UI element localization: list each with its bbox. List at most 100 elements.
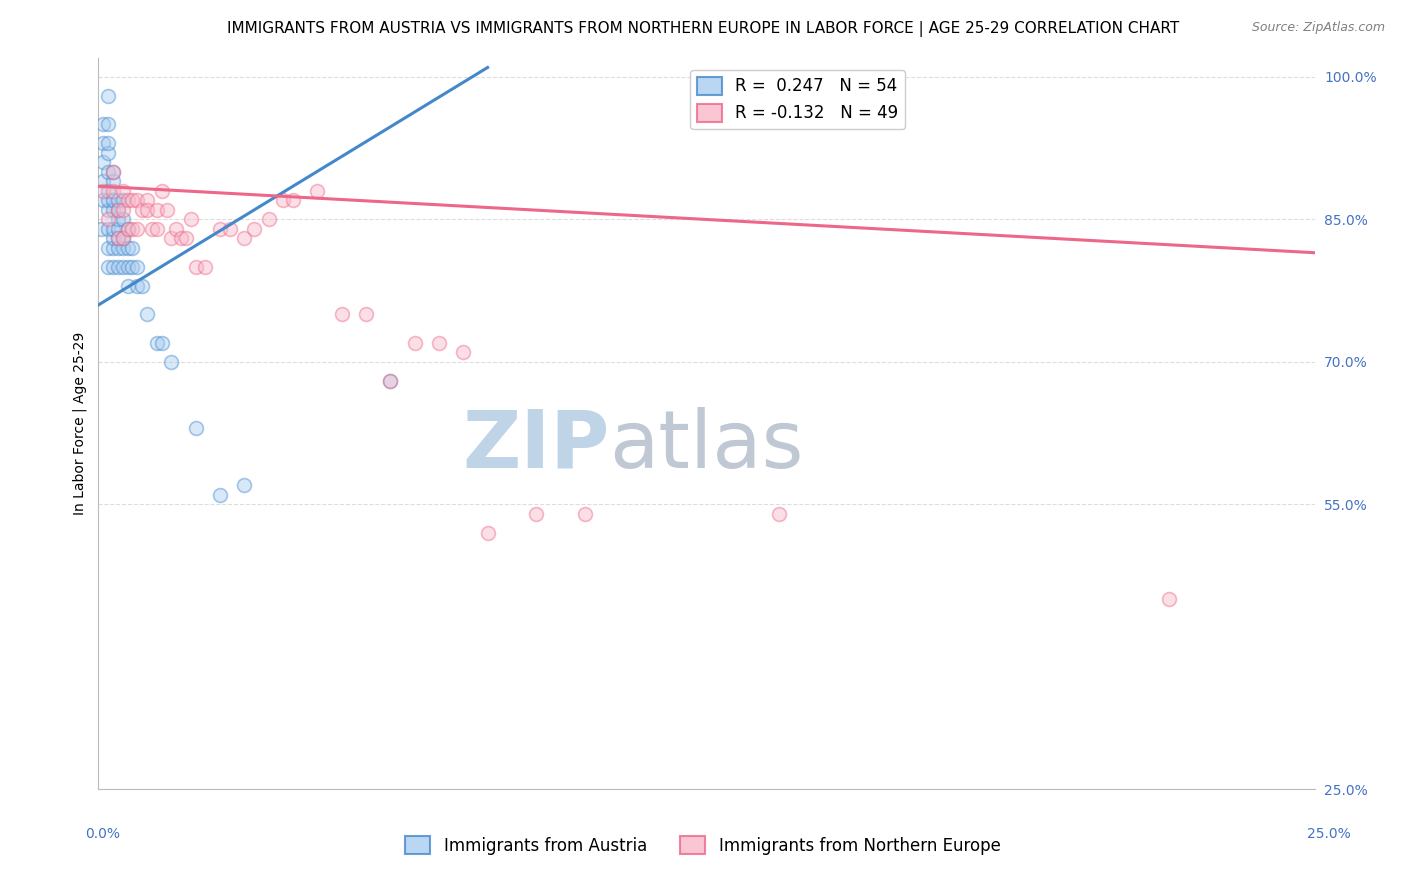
Point [111, 231, 134, 245]
Point [101, 222, 124, 236]
Point [107, 202, 129, 217]
Point [194, 260, 217, 274]
Point [209, 222, 232, 236]
Point [121, 194, 143, 208]
Point [117, 260, 139, 274]
Point [107, 241, 129, 255]
Point [768, 507, 790, 521]
Point [136, 194, 159, 208]
Point [117, 222, 139, 236]
Point [101, 202, 124, 217]
Point [97, 212, 120, 227]
Text: IMMIGRANTS FROM AUSTRIA VS IMMIGRANTS FROM NORTHERN EUROPE IN LABOR FORCE | AGE : IMMIGRANTS FROM AUSTRIA VS IMMIGRANTS FR… [226, 21, 1180, 37]
Point [170, 231, 193, 245]
Point [524, 507, 547, 521]
Point [91, 136, 114, 151]
Point [243, 222, 266, 236]
Point [165, 222, 187, 236]
Point [91, 118, 114, 132]
Legend: R =  0.247   N = 54, R = -0.132   N = 49: R = 0.247 N = 54, R = -0.132 N = 49 [690, 70, 905, 129]
Point [453, 345, 475, 359]
Point [111, 194, 134, 208]
Point [209, 488, 232, 502]
Point [380, 374, 402, 388]
Point [121, 241, 143, 255]
Point [107, 212, 129, 227]
Point [97, 136, 120, 151]
Point [97, 222, 120, 236]
Point [184, 260, 207, 274]
Point [404, 335, 426, 350]
Point [131, 279, 153, 293]
Point [101, 165, 124, 179]
Point [97, 194, 120, 208]
Point [101, 194, 124, 208]
Point [330, 308, 353, 322]
Point [127, 194, 149, 208]
Y-axis label: In Labor Force | Age 25-29: In Labor Force | Age 25-29 [73, 332, 87, 516]
Point [111, 202, 134, 217]
Point [271, 194, 294, 208]
Point [107, 194, 129, 208]
Text: 25.0%: 25.0% [1306, 827, 1351, 841]
Point [111, 212, 134, 227]
Point [90, 222, 112, 236]
Point [111, 260, 134, 274]
Point [136, 202, 159, 217]
Text: 0.0%: 0.0% [86, 827, 120, 841]
Point [218, 222, 240, 236]
Point [233, 478, 256, 492]
Point [127, 279, 149, 293]
Point [101, 165, 124, 179]
Point [107, 260, 129, 274]
Point [91, 155, 114, 169]
Point [184, 421, 207, 435]
Point [111, 184, 134, 198]
Point [121, 222, 143, 236]
Point [136, 308, 159, 322]
Point [257, 212, 280, 227]
Point [97, 89, 120, 103]
Legend: Immigrants from Austria, Immigrants from Northern Europe: Immigrants from Austria, Immigrants from… [399, 830, 1007, 862]
Point [101, 174, 124, 188]
Point [117, 194, 139, 208]
Point [97, 184, 120, 198]
Point [180, 212, 202, 227]
Point [97, 241, 120, 255]
Point [155, 202, 177, 217]
Point [97, 260, 120, 274]
Point [233, 231, 256, 245]
Point [160, 231, 183, 245]
Point [574, 507, 596, 521]
Point [91, 174, 114, 188]
Point [174, 231, 197, 245]
Point [101, 184, 124, 198]
Point [107, 202, 129, 217]
Point [101, 260, 124, 274]
Point [117, 279, 139, 293]
Point [91, 184, 114, 198]
Text: ZIP: ZIP [463, 407, 609, 484]
Point [380, 374, 402, 388]
Point [107, 222, 129, 236]
Point [97, 202, 120, 217]
Point [101, 241, 124, 255]
Point [97, 165, 120, 179]
Point [107, 231, 129, 245]
Point [146, 202, 169, 217]
Point [427, 335, 450, 350]
Point [111, 231, 134, 245]
Point [477, 525, 499, 540]
Point [131, 202, 153, 217]
Point [101, 231, 124, 245]
Point [97, 118, 120, 132]
Point [146, 222, 169, 236]
Point [150, 335, 173, 350]
Point [160, 355, 183, 369]
Point [97, 145, 120, 160]
Point [117, 241, 139, 255]
Point [307, 184, 329, 198]
Point [107, 231, 129, 245]
Point [141, 222, 163, 236]
Point [1157, 592, 1180, 607]
